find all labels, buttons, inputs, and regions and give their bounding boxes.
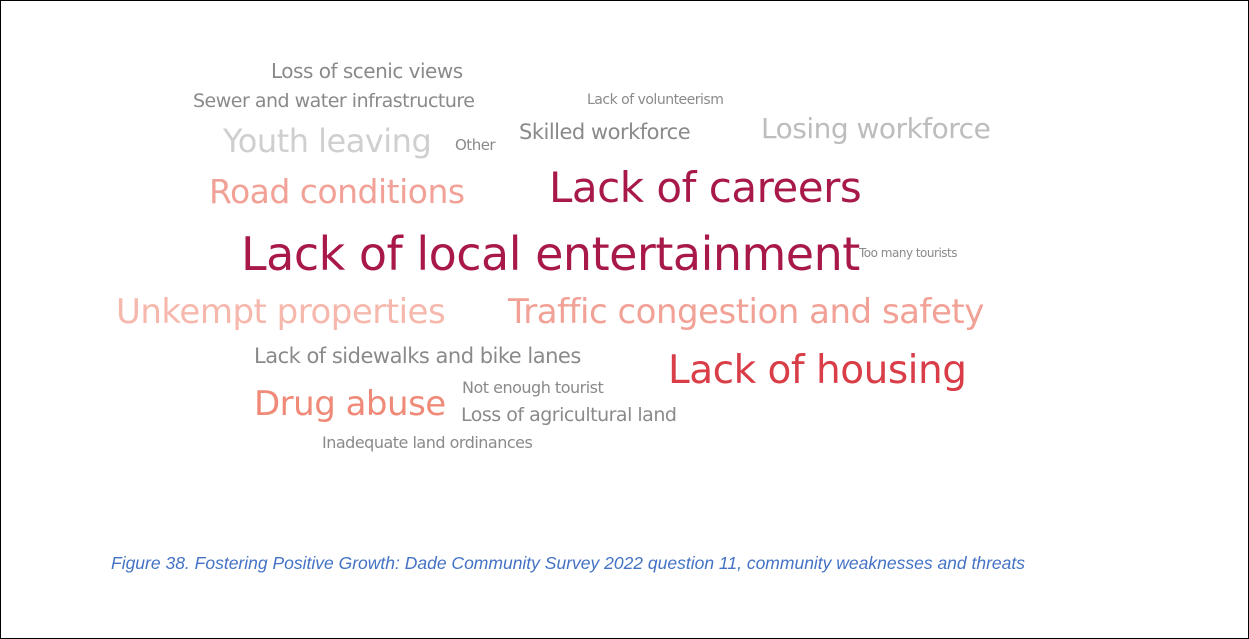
word-drug-abuse: Drug abuse (254, 384, 446, 424)
word-lack-of-housing: Lack of housing (668, 348, 967, 393)
word-loss-of-agricultural-land: Loss of agricultural land (461, 404, 677, 426)
figure-caption: Figure 38. Fostering Positive Growth: Da… (111, 553, 1026, 573)
word-unkempt-properties: Unkempt properties (116, 292, 446, 332)
word-not-enough-tourist: Not enough tourist (462, 378, 604, 397)
word-lack-of-local-entertainment: Lack of local entertainment (241, 227, 860, 281)
word-lack-of-volunteerism: Lack of volunteerism (587, 92, 724, 108)
word-loss-of-scenic-views: Loss of scenic views (271, 59, 463, 83)
word-youth-leaving: Youth leaving (223, 122, 432, 160)
word-lack-of-sidewalks-and-bike-lanes: Lack of sidewalks and bike lanes (254, 344, 581, 368)
word-sewer-and-water-infrastructure: Sewer and water infrastructure (193, 90, 475, 112)
word-inadequate-land-ordinances: Inadequate land ordinances (322, 433, 533, 452)
word-traffic-congestion-and-safety: Traffic congestion and safety (508, 292, 984, 332)
word-lack-of-careers: Lack of careers (549, 163, 862, 212)
word-losing-workforce: Losing workforce (761, 112, 991, 145)
word-road-conditions: Road conditions (209, 172, 465, 211)
word-skilled-workforce: Skilled workforce (519, 120, 691, 144)
word-too-many-tourists: Too many tourists (859, 246, 957, 260)
word-other: Other (455, 136, 496, 154)
